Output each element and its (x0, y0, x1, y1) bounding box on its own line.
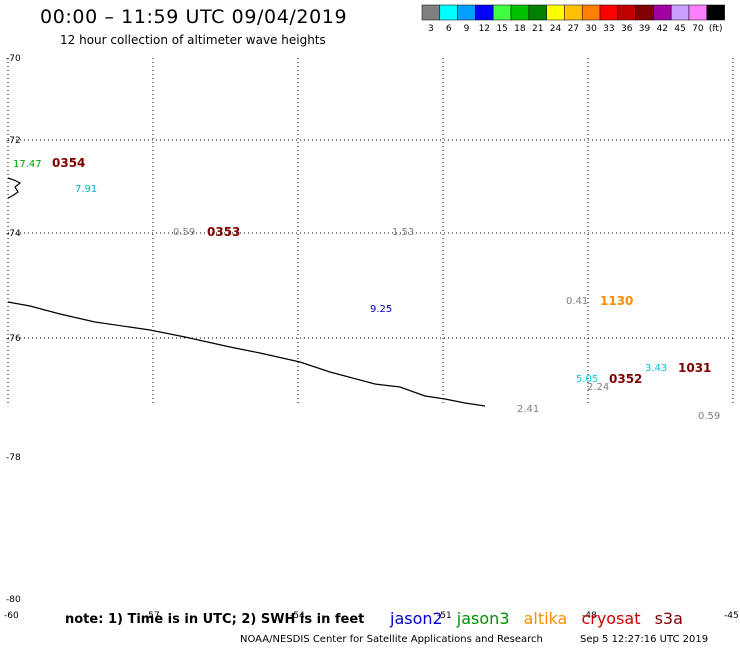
scale-swatch (528, 4, 547, 21)
pass-time-label: 0353 (207, 225, 240, 239)
scale-tick-label: 42 (657, 24, 668, 34)
pass-time-label: 1031 (678, 361, 711, 375)
swh-observation: 0.59 (698, 411, 720, 422)
scale-swatch (546, 4, 565, 21)
scale-tick-label: 18 (514, 24, 526, 34)
scale-swatch (599, 4, 619, 21)
pass-time-label: 1130 (600, 294, 633, 308)
footer-note: note: 1) Time is in UTC; 2) SWH is in fe… (65, 612, 365, 627)
satellite-legend-item: jason2 (390, 609, 443, 628)
scale-tick-label: 9 (464, 24, 470, 34)
scale-swatch (439, 4, 458, 21)
scale-tick-label: 6 (446, 24, 452, 34)
scale-unit-label: (ft) (709, 24, 723, 34)
lon-label: -54 (290, 611, 305, 621)
map-title: 00:00 – 11:59 UTC 09/04/2019 (40, 6, 348, 28)
lat-lon-grid (7, 58, 735, 405)
scale-swatch (475, 4, 494, 21)
lon-label: -60 (4, 611, 19, 621)
satellite-legend-item: altika (523, 609, 568, 628)
scale-swatch (670, 4, 690, 21)
scale-tick-label: 39 (639, 24, 651, 34)
lat-label: -72 (6, 136, 21, 146)
credit-line: NOAA/NESDIS Center for Satellite Applica… (240, 634, 543, 645)
scale-swatch (706, 4, 725, 21)
scale-tick-label: 21 (532, 24, 543, 34)
swh-observation: 0.59 (173, 227, 195, 238)
lat-label: -80 (6, 595, 21, 605)
lat-label: -70 (6, 54, 21, 64)
scale-tick-label: 45 (674, 24, 685, 34)
scale-swatch (457, 4, 476, 21)
scale-swatch (617, 4, 636, 21)
scale-tick-label: 30 (585, 24, 597, 34)
swh-observation: 7.91 (75, 184, 97, 195)
map-subtitle: 12 hour collection of altimeter wave hei… (60, 33, 326, 47)
lat-label: -76 (6, 334, 21, 344)
scale-swatch (564, 4, 583, 21)
satellite-legend-item: cryosat (581, 609, 641, 628)
scale-tick-label: 36 (621, 24, 633, 34)
satellite-legend-item: s3a (654, 609, 683, 628)
island-outline (7, 177, 22, 199)
lon-label: -45 (724, 611, 739, 621)
swh-observation: 5.05 (576, 374, 598, 385)
scale-swatch (635, 4, 654, 21)
pass-time-label: 0352 (609, 372, 642, 386)
scale-tick-label: 33 (603, 24, 614, 34)
swh-observation: 2.41 (517, 404, 539, 415)
scale-tick-label: 3 (428, 24, 434, 34)
scale-swatch (492, 4, 512, 21)
antarctic-coastline (7, 177, 486, 407)
wave-height-color-scale: 3 6 9 12 15 18 21 24 27 30 33 36 39 42 45 70 (ft) (421, 4, 725, 34)
scale-swatch (653, 4, 672, 21)
scale-swatch (421, 4, 441, 21)
lon-label: -48 (582, 611, 597, 621)
scale-swatch (581, 4, 601, 21)
lon-label: -51 (437, 611, 452, 621)
pass-time-label: 0354 (52, 156, 85, 170)
swh-observation: 2.24 (587, 382, 609, 393)
swh-observation: 0.41 (566, 296, 588, 307)
swh-observation: 9.25 (370, 304, 392, 315)
scale-swatch (688, 4, 708, 21)
lat-label: -74 (6, 229, 21, 239)
lon-label: -57 (145, 611, 160, 621)
coastline-path (7, 301, 486, 407)
satellite-legend-item: jason3 (456, 609, 510, 628)
lat-label: -78 (6, 453, 21, 463)
generated-timestamp: Sep 5 12:27:16 UTC 2019 (580, 634, 709, 645)
scale-tick-label: 12 (479, 24, 490, 34)
scale-tick-label: 27 (568, 24, 579, 34)
swh-observation: 17.47 (13, 159, 42, 170)
swh-observation: 3.43 (645, 363, 667, 374)
scale-tick-label: 15 (496, 24, 507, 34)
satellite-legend: jason2 jason3 altika cryosat s3a (390, 609, 692, 628)
scale-tick-label: 24 (550, 24, 562, 34)
scale-swatch (510, 4, 530, 21)
scale-tick-label: 70 (692, 24, 704, 34)
swh-observation: 1.53 (392, 227, 414, 238)
